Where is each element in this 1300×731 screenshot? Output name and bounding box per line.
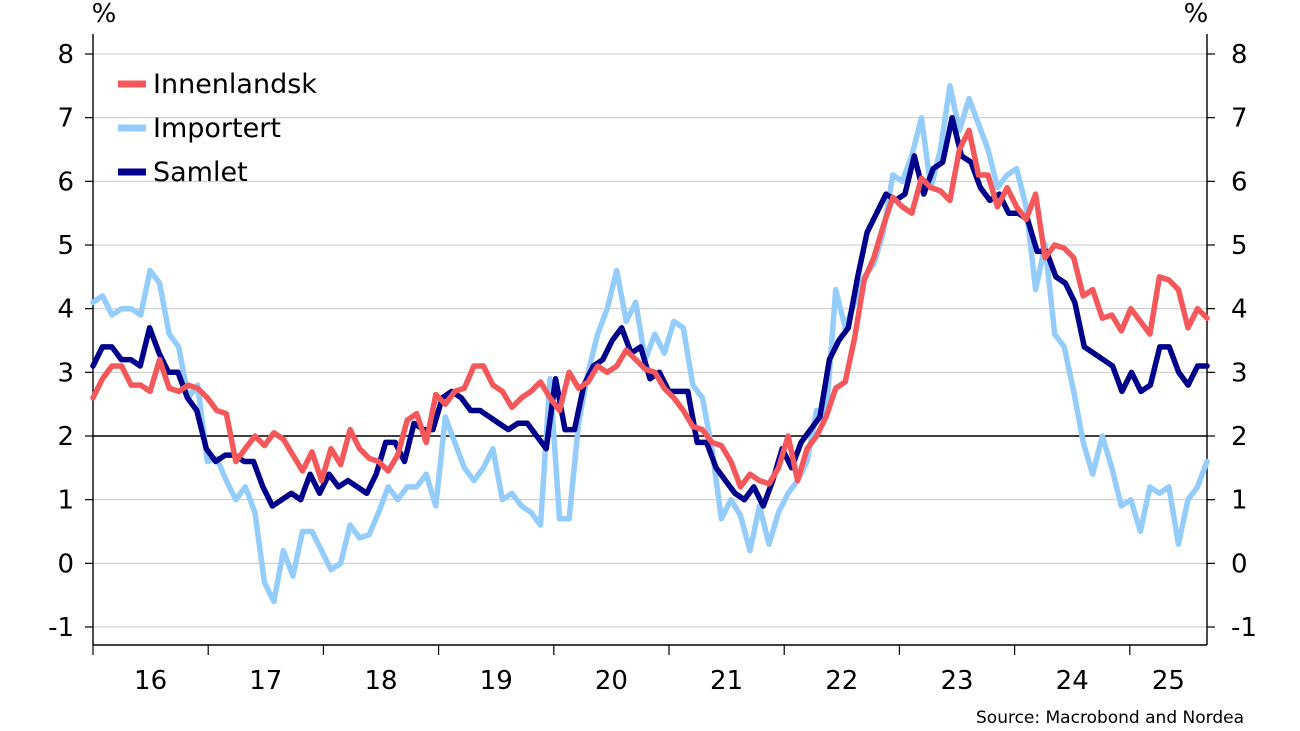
source-note: Source: Macrobond and Nordea bbox=[976, 708, 1244, 728]
y-tick-label-left: 1 bbox=[57, 486, 74, 516]
y-tick-label-left: 7 bbox=[57, 104, 74, 134]
x-tick-label: 25 bbox=[1152, 666, 1185, 696]
y-tick-label-left: 0 bbox=[57, 549, 74, 579]
x-tick-label: 19 bbox=[480, 666, 513, 696]
y-tick-label-right: 6 bbox=[1231, 167, 1248, 197]
y-tick-label-left: 4 bbox=[57, 295, 74, 325]
legend: Innenlandsk Importert Samlet bbox=[118, 69, 317, 188]
x-tick-label: 18 bbox=[364, 666, 397, 696]
y-tick-label-right: 2 bbox=[1231, 422, 1248, 452]
legend-label-samlet: Samlet bbox=[153, 157, 248, 188]
legend-label-importert: Importert bbox=[153, 113, 281, 144]
y-tick-label-left: 3 bbox=[57, 358, 74, 388]
series-line-importert bbox=[90, 83, 1210, 605]
series-line-innenlandsk bbox=[90, 127, 1210, 490]
left-unit-label: % bbox=[92, 0, 117, 29]
x-tick-label: 24 bbox=[1056, 666, 1089, 696]
series-lines bbox=[90, 83, 1210, 605]
y-tick-label-right: 8 bbox=[1231, 40, 1248, 70]
x-tick-label: 22 bbox=[825, 666, 858, 696]
y-tick-label-left: 8 bbox=[57, 40, 74, 70]
y-tick-label-right: 1 bbox=[1231, 486, 1248, 516]
y-tick-label-left: 5 bbox=[57, 231, 74, 261]
y-tick-label-left: 2 bbox=[57, 422, 74, 452]
x-tick-label: 17 bbox=[249, 666, 282, 696]
x-tick-label: 20 bbox=[595, 666, 628, 696]
x-tick-label: 21 bbox=[710, 666, 743, 696]
y-tick-label-right: 5 bbox=[1231, 231, 1248, 261]
y-tick-label-left: -1 bbox=[48, 613, 74, 643]
legend-label-innenlandsk: Innenlandsk bbox=[153, 69, 317, 100]
y-tick-label-right: 7 bbox=[1231, 104, 1248, 134]
y-tick-label-right: 4 bbox=[1231, 295, 1248, 325]
series-line-samlet bbox=[90, 114, 1210, 509]
y-tick-label-right: 3 bbox=[1231, 358, 1248, 388]
right-unit-label: % bbox=[1184, 0, 1209, 29]
y-tick-label-right: 0 bbox=[1231, 549, 1248, 579]
x-tick-label: 23 bbox=[940, 666, 973, 696]
y-tick-label-right: -1 bbox=[1231, 613, 1257, 643]
y-tick-label-left: 6 bbox=[57, 167, 74, 197]
x-tick-label: 16 bbox=[134, 666, 167, 696]
axes: -1 -10 01 12 23 34 45 56 67 78 816 17 18 19 20 21 22 23 24… bbox=[48, 34, 1257, 696]
